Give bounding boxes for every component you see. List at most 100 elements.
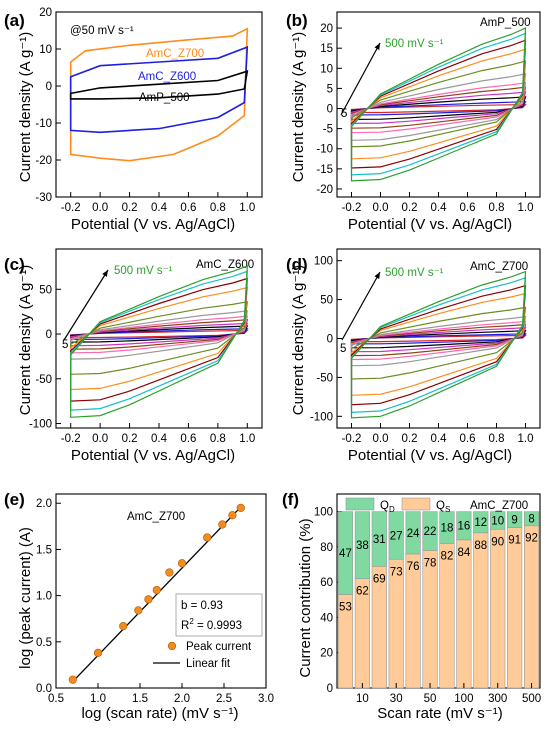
x-tick-label: 0.2 xyxy=(122,202,138,214)
scan-rate-arrowhead xyxy=(102,270,108,277)
panel-b-sample: AmP_500 xyxy=(480,17,531,29)
panel-b-axes: -0.2 0.0 0.2 0.4 0.6 0.8 1.0-20-15-10-50510152… xyxy=(316,11,541,214)
legend-qd-sub: D xyxy=(389,505,395,514)
panel-d-arrow-high: 500 mV s⁻¹ xyxy=(385,267,444,279)
panel-e-fit-r2: R2 = 0.9993 xyxy=(181,617,242,632)
qd-value-label: 16 xyxy=(457,521,470,533)
y-tick-label: 0 xyxy=(46,81,52,93)
cv-curve-70mv xyxy=(350,316,527,367)
x-tick-label: 100 xyxy=(454,693,473,705)
panel-e-axes: 0.5 1.0 1.5 2.0 2.5 3.00.00.51.01.52.0 xyxy=(36,493,274,705)
x-tick-label: 0.2 xyxy=(402,433,418,445)
cv-curve-100mv xyxy=(70,301,248,375)
qs-value-label: 82 xyxy=(441,550,454,562)
x-tick-label: 1.0 xyxy=(90,693,106,705)
panel-b-ylabel: Current density (A g⁻¹) xyxy=(290,32,307,182)
fit-r2-prefix: R xyxy=(181,620,189,632)
y-tick-label: -50 xyxy=(316,372,333,384)
qs-value-label: 73 xyxy=(390,566,403,578)
qs-bar xyxy=(456,539,472,689)
cv-curve-30mv xyxy=(350,91,527,125)
x-tick-label: 1.5 xyxy=(132,693,148,705)
peak-current-point xyxy=(152,585,161,595)
qs-value-label: 84 xyxy=(457,547,470,559)
panel-e-xlabel: log (scan rate) (mV s⁻¹) xyxy=(81,705,238,722)
peak-current-point xyxy=(134,606,143,615)
panel-a-ylabel: Current density (A g⁻¹) xyxy=(17,32,34,182)
cv-curve-40mv xyxy=(70,319,249,350)
qs-value-label: 76 xyxy=(407,561,420,573)
qs-bar xyxy=(422,550,438,689)
cv-curve-50mv xyxy=(350,82,527,134)
x-tick-label: 0.4 xyxy=(431,202,448,214)
legend-qs-label: QS xyxy=(436,500,450,514)
qd-value-label: 31 xyxy=(373,534,386,546)
x-tick-label: 50 xyxy=(424,693,437,705)
panel-b-arrow-low: 5 xyxy=(341,108,347,120)
legend-qs-sub: S xyxy=(445,505,450,514)
y-tick-label: -10 xyxy=(35,118,52,130)
x-tick-label: 300 xyxy=(488,693,507,705)
legend-peak-current: Peak current xyxy=(186,641,252,653)
y-tick-label: 0 xyxy=(327,334,333,346)
qd-bar xyxy=(490,511,506,530)
peak-current-point xyxy=(236,503,245,512)
qs-bar xyxy=(490,528,506,689)
cv-curve-30mv xyxy=(70,322,249,347)
panel-f-letter: (f) xyxy=(282,490,299,509)
panel-c-ylabel: Current density (A g⁻¹) xyxy=(17,265,34,415)
fit-r2-value: = 0.9993 xyxy=(194,620,242,632)
qs-bar xyxy=(439,543,455,689)
qs-value-label: 78 xyxy=(424,557,437,569)
cv-curve-50mv xyxy=(350,320,527,361)
cv-curve-10mv xyxy=(350,101,527,116)
panel-d: (d) Current density (A g⁻¹) Potential (V… xyxy=(286,255,528,464)
legend-qd-swatch xyxy=(345,497,375,511)
cv-curve-100mv xyxy=(350,60,527,148)
x-tick-label: 0.0 xyxy=(373,433,389,445)
x-tick-label: 0.8 xyxy=(489,433,505,445)
panel-a-axes: -0.2 0.0 0.2 0.4 0.6 0.8 1.0 -30 -20 -10 0 10 20 xyxy=(35,7,263,214)
qd-value-label: 24 xyxy=(407,528,420,540)
qs-bar xyxy=(388,558,404,689)
y-tick-label: 15 xyxy=(320,43,333,55)
panel-c-xlabel: Potential (V vs. Ag/AgCl) xyxy=(71,447,235,464)
cv-curve-70mv xyxy=(350,73,527,141)
cv-curve-400mv xyxy=(350,276,527,414)
panel-a-frame xyxy=(55,11,263,198)
panel-f-sample: AmC_Z700 xyxy=(470,500,528,512)
y-tick-label: 0 xyxy=(327,683,333,695)
y-tick-label: -10 xyxy=(316,144,333,156)
cv-curve-amc-z700 xyxy=(69,27,249,162)
panel-e: (e) log (peak current) (A) log (scan rat… xyxy=(4,490,252,722)
qd-value-label: 18 xyxy=(441,523,454,535)
y-tick-label: 5 xyxy=(327,83,333,95)
y-tick-label: 20 xyxy=(320,23,333,35)
y-tick-label: -20 xyxy=(35,155,52,167)
y-tick-label: -100 xyxy=(310,411,333,423)
qd-value-label: 47 xyxy=(339,548,352,560)
x-tick-label: -0.2 xyxy=(61,433,81,445)
panel-c-arrow-high: 500 mV s⁻¹ xyxy=(114,265,173,277)
y-tick-label: 100 xyxy=(314,256,333,268)
qd-value-label: 8 xyxy=(528,514,534,526)
cv-curve-200mv xyxy=(70,286,248,391)
y-tick-label: 0.5 xyxy=(36,637,52,649)
qs-bar xyxy=(473,532,489,689)
qs-bar xyxy=(523,525,540,689)
legend-linear-fit: Linear fit xyxy=(186,658,231,670)
qs-bar xyxy=(405,553,421,689)
y-tick-label: 2.0 xyxy=(36,498,52,510)
y-tick-label: 20 xyxy=(39,7,52,19)
panel-f-axes: 0 20 40 60 80 100 xyxy=(314,493,541,695)
y-tick-label: -50 xyxy=(35,374,52,386)
x-tick-label: 0.4 xyxy=(431,433,448,445)
cv-curve-200mv xyxy=(350,292,527,396)
qs-value-label: 91 xyxy=(508,535,521,547)
cv-curve-amp-500 xyxy=(69,70,249,100)
qd-bar xyxy=(405,511,421,555)
y-tick-label: 0 xyxy=(327,104,333,116)
y-tick-label: -20 xyxy=(316,184,333,196)
peak-current-point xyxy=(144,595,153,604)
qd-bar xyxy=(507,511,523,528)
